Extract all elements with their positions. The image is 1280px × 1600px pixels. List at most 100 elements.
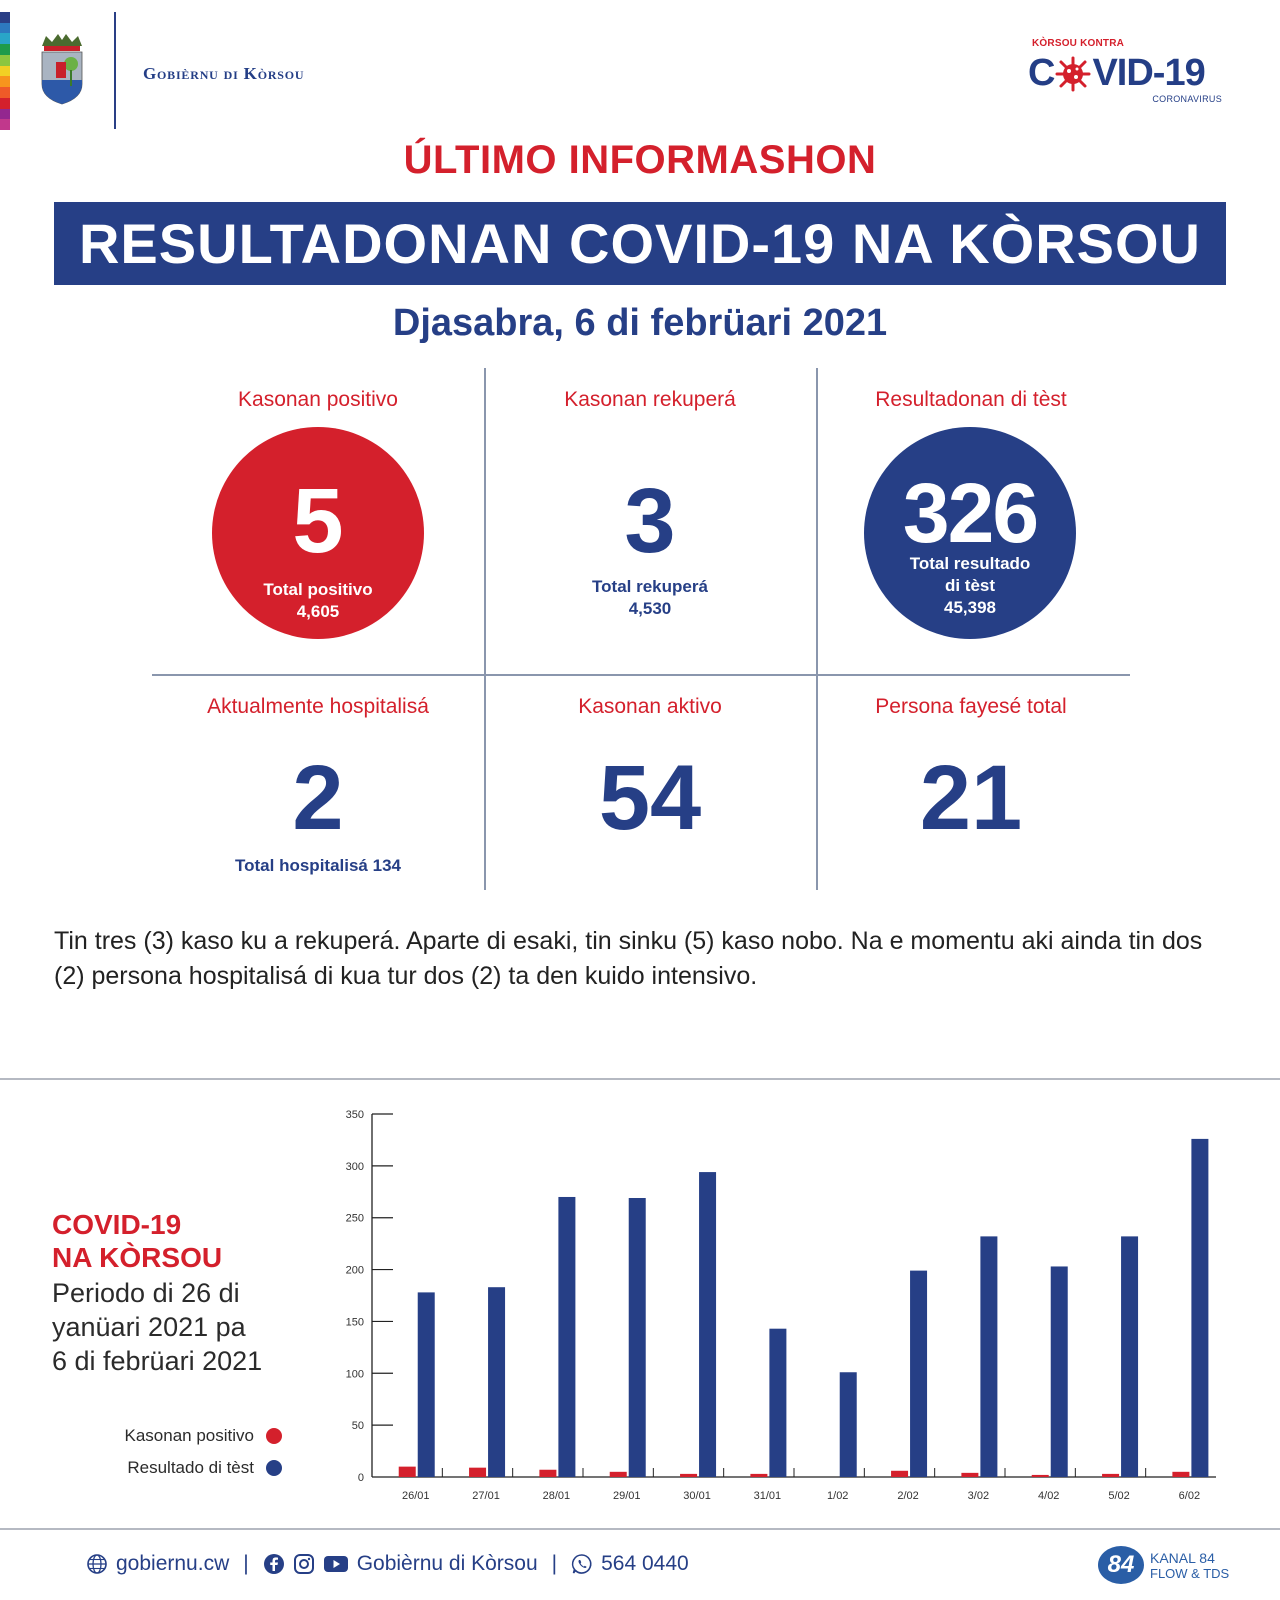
chart-period-line3: 6 di febrüari 2021 — [52, 1346, 263, 1376]
color-strip-segment — [0, 108, 10, 120]
bar-positive — [1031, 1474, 1049, 1477]
bar-tests — [839, 1372, 857, 1477]
kanal84-name: KANAL 84 — [1150, 1550, 1215, 1566]
chart-period-line1: Periodo di 26 di — [52, 1278, 240, 1308]
header-divider — [114, 12, 116, 129]
color-strip-segment — [0, 87, 10, 98]
y-tick-label: 200 — [346, 1265, 364, 1277]
section-divider — [0, 1078, 1280, 1080]
stat-value: 21 — [919, 747, 1023, 849]
whatsapp-icon — [571, 1554, 592, 1574]
x-tick-label: 5/02 — [1108, 1490, 1129, 1502]
bar-positive — [1102, 1473, 1120, 1477]
covid-logo: KÒRSOU KONTRA C VID-19 CORONAVIRUS — [1028, 38, 1228, 108]
title-banner: RESULTADONAN COVID-19 NA KÒRSOU — [54, 202, 1226, 285]
color-strip-segment — [0, 97, 10, 109]
kanal84-logo: 84 KANAL 84 FLOW & TDS — [1098, 1546, 1248, 1590]
stat-total: Total hospitalisá 134 — [235, 856, 401, 875]
stat-total-label: Total resultado — [909, 554, 1031, 573]
summary-paragraph: Tin tres (3) kaso ku a rekuperá. Aparte … — [54, 927, 1203, 990]
x-tick-label: 31/01 — [754, 1490, 782, 1502]
bar-tests — [628, 1198, 646, 1477]
bar-positive — [891, 1470, 909, 1477]
chart-period-line2: yanüari 2021 pa — [52, 1312, 246, 1342]
stat-label: Kasonan positivo — [238, 388, 398, 411]
color-strip-segment — [0, 44, 10, 55]
bar-tests — [699, 1172, 717, 1477]
y-tick-label: 250 — [346, 1213, 364, 1225]
bar-positive — [750, 1473, 768, 1477]
footer-contacts: gobiernu.cw | Gobièrnu di Kòrsou | 564 0… — [86, 1552, 689, 1576]
bar-positive — [469, 1467, 487, 1477]
footer-divider — [0, 1528, 1280, 1530]
globe-icon — [87, 1554, 107, 1574]
stat-total-label-2: di tèst — [944, 576, 996, 595]
y-tick-label: 0 — [358, 1472, 364, 1484]
x-tick-label: 26/01 — [402, 1490, 430, 1502]
bar-tests — [769, 1328, 787, 1477]
color-strip-segment — [0, 33, 10, 45]
x-tick-label: 1/02 — [827, 1490, 848, 1502]
tests-circle: 326 Total resultado di tèst 45,398 — [864, 427, 1076, 639]
legend-label: Resultado di tèst — [127, 1458, 254, 1477]
color-strip-segment — [0, 119, 10, 131]
youtube-icon[interactable] — [323, 1553, 349, 1575]
report-date: Djasabra, 6 di febrüari 2021 — [392, 302, 888, 344]
legend-label: Kasonan positivo — [124, 1426, 254, 1445]
bar-tests — [910, 1270, 928, 1477]
instagram-icon[interactable] — [293, 1553, 315, 1575]
logo-vid19: VID-19 — [1092, 52, 1205, 94]
stat-label: Kasonan aktivo — [578, 695, 722, 718]
stat-label: Aktualmente hospitalisá — [207, 695, 429, 718]
bar-tests — [1121, 1236, 1139, 1477]
chart-period: Periodo di 26 di yanüari 2021 pa 6 di fe… — [52, 1276, 262, 1378]
x-tick-label: 3/02 — [968, 1490, 989, 1502]
legend-item-tests: Resultado di tèst — [60, 1458, 282, 1478]
government-name: Gobièrnu di Kòrsou — [143, 64, 305, 83]
color-strip-segment — [0, 54, 10, 66]
x-tick-label: 6/02 — [1179, 1490, 1200, 1502]
coat-of-arms-icon — [41, 34, 83, 105]
color-strip-segment — [0, 12, 10, 23]
banner-title: RESULTADONAN COVID-19 NA KÒRSOU — [78, 212, 1201, 275]
bar-tests — [488, 1287, 506, 1477]
social-account-name[interactable]: Gobièrnu di Kòrsou — [356, 1552, 538, 1575]
bar-tests — [1191, 1138, 1209, 1477]
stat-label: Persona fayesé total — [875, 695, 1067, 718]
phone-number[interactable]: 564 0440 — [601, 1552, 689, 1575]
bar-positive — [961, 1472, 979, 1477]
x-tick-label: 4/02 — [1038, 1490, 1059, 1502]
x-tick-label: 2/02 — [897, 1490, 918, 1502]
grid-divider-horizontal — [152, 674, 1130, 676]
x-tick-label: 30/01 — [683, 1490, 711, 1502]
color-strip-segment — [0, 65, 10, 77]
bar-tests — [417, 1292, 435, 1477]
bar-positive — [1172, 1471, 1190, 1477]
x-tick-label: 28/01 — [543, 1490, 571, 1502]
logo-kontra-text: KÒRSOU KONTRA — [1032, 38, 1125, 49]
stat-total-label: Total positivo — [263, 580, 373, 599]
facebook-icon[interactable] — [263, 1553, 285, 1575]
stat-total-value: 4,605 — [296, 602, 340, 621]
stat-value: 5 — [292, 470, 344, 572]
color-strip-segment — [0, 76, 10, 88]
bar-positive — [680, 1473, 698, 1477]
kicker-title: ÚLTIMO INFORMASHON — [403, 138, 877, 182]
bar-positive — [398, 1466, 416, 1477]
stat-label: Resultadonan di tèst — [875, 388, 1067, 411]
y-tick-label: 100 — [346, 1368, 364, 1380]
legend-dot-red-icon — [266, 1428, 282, 1444]
stat-value: 2 — [292, 747, 344, 849]
y-tick-label: 300 — [346, 1161, 364, 1173]
grid-divider-vertical-2 — [816, 368, 818, 890]
stat-value: 54 — [598, 747, 702, 849]
logo-c: C — [1028, 52, 1055, 94]
website-link[interactable]: gobiernu.cw — [116, 1552, 230, 1575]
logo-coronavirus-text: CORONAVIRUS — [1152, 94, 1222, 104]
bar-tests — [980, 1236, 998, 1477]
stat-value: 326 — [902, 466, 1039, 560]
kanal84-sub: FLOW & TDS — [1150, 1566, 1230, 1581]
bar-positive — [609, 1471, 627, 1477]
bar-tests — [1050, 1266, 1068, 1477]
y-tick-label: 50 — [352, 1420, 364, 1432]
